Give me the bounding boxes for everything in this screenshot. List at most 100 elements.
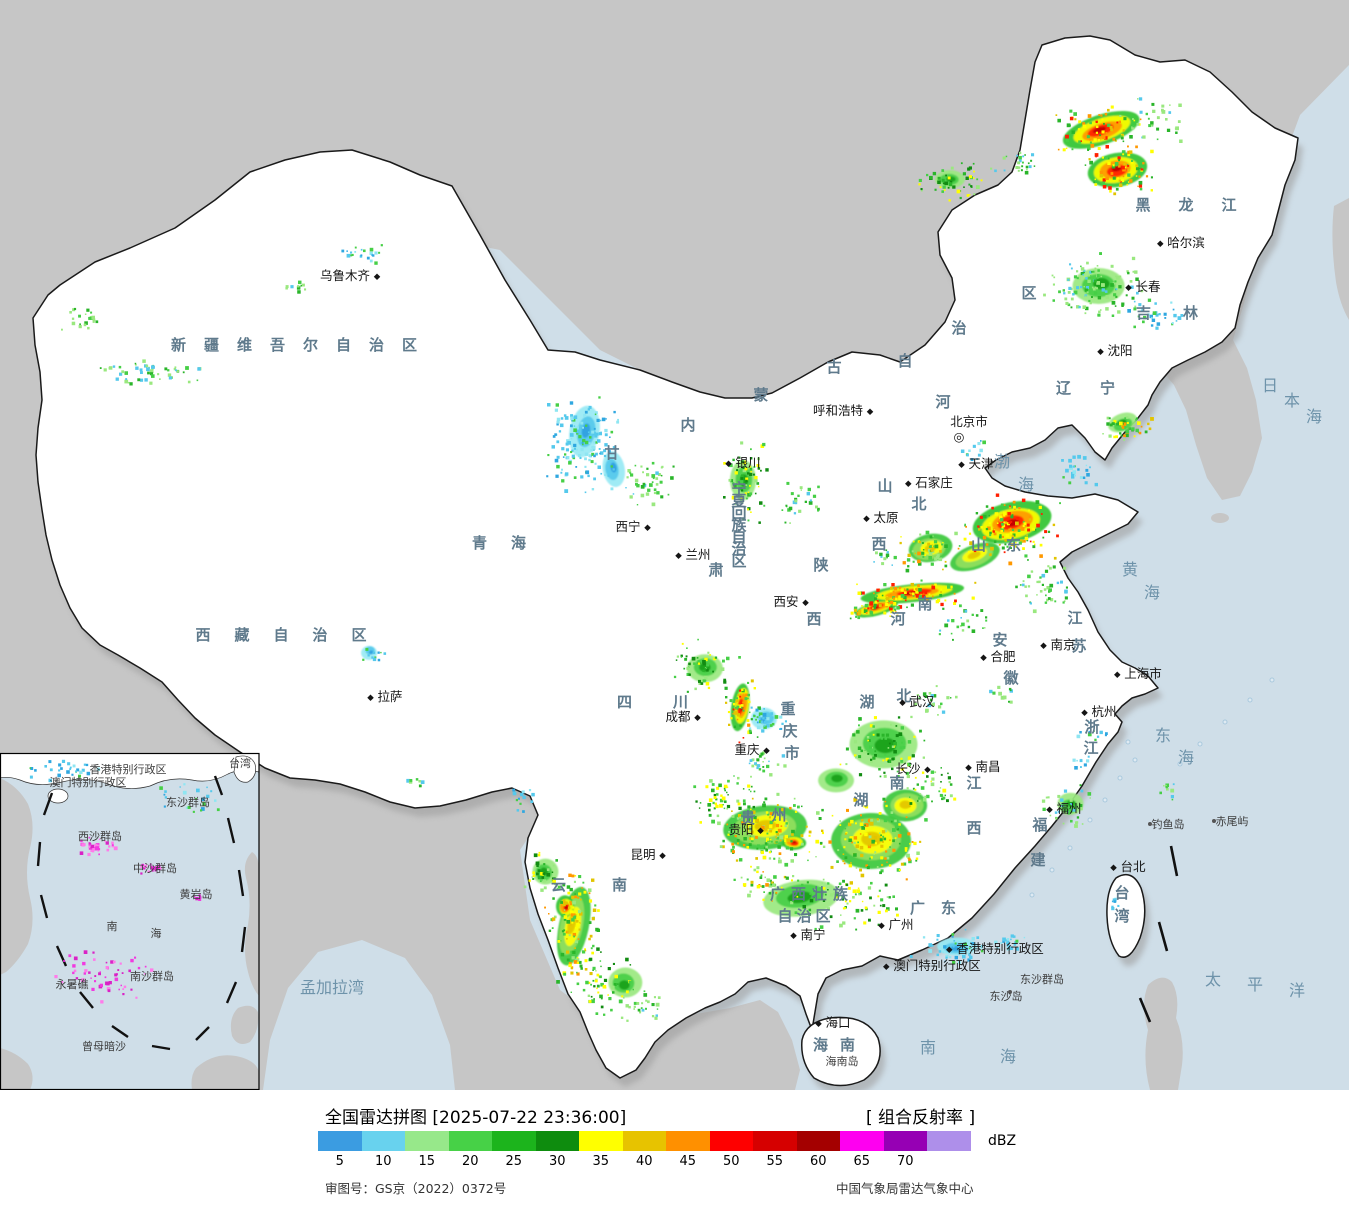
province-label: 陕 [813, 556, 828, 574]
scale-tick: 45 [679, 1154, 697, 1169]
jeju-island [1211, 513, 1229, 523]
province-label: 自治区 [777, 907, 834, 925]
province-label: 西 [966, 819, 981, 837]
legend-panel: 全国雷达拼图 [2025-07-22 23:36:00] [ 组合反射率 ] d… [0, 1090, 1349, 1208]
province-label: 湖 [853, 791, 868, 809]
province-label: 江 [1067, 609, 1082, 627]
province-label: 宁夏回族自治区 [730, 480, 747, 570]
city-marker-icon: ◆ [802, 598, 809, 608]
echo-cell [818, 768, 855, 793]
city-marker-icon: ◆ [367, 693, 374, 703]
scale-box [883, 1131, 927, 1151]
city-label: 长沙 [895, 761, 921, 776]
province-label: 河 [890, 610, 905, 628]
capital-symbol-icon: ◎ [954, 429, 965, 444]
city-marker-icon: ◆ [757, 826, 764, 836]
sea-label: 渤 [994, 452, 1010, 471]
island-label: 赤尾屿 [1216, 815, 1249, 828]
inset-label: 南沙群岛 [130, 969, 174, 983]
city-label: 海口 [825, 1015, 850, 1030]
inset-label: 海 [151, 926, 162, 940]
city-label: 北京市 [950, 414, 988, 429]
city-label: 西宁 [615, 519, 640, 534]
scale-tick: 65 [853, 1154, 871, 1169]
scale-box [622, 1131, 666, 1151]
scale-box [405, 1131, 449, 1151]
province-label: 山 [877, 477, 892, 495]
province-label: 南 [917, 595, 932, 613]
province-label: 广东 [910, 899, 972, 917]
inset-label: 中沙群岛 [133, 861, 177, 875]
city-marker-icon: ◆ [675, 551, 682, 561]
province-label: 河 [935, 393, 950, 411]
inset-label: 永暑礁 [56, 977, 89, 991]
radar-echo-speckles [61, 97, 1184, 1022]
city-marker-icon: ◆ [958, 460, 965, 470]
province-label: 湖 [859, 693, 874, 711]
city-label: 福州 [1056, 801, 1081, 816]
scale-box [318, 1131, 362, 1151]
sea-label: 海 [1018, 475, 1034, 494]
province-label: 庆 [782, 722, 797, 740]
city-marker-icon: ◆ [1157, 239, 1164, 249]
scale-box [666, 1131, 710, 1151]
province-label: 四川 [617, 693, 729, 711]
scale-box [796, 1131, 840, 1151]
scale-box [753, 1131, 797, 1151]
sea-label: 海 [1306, 407, 1322, 426]
approval-number: 审图号：GS京（2022）0372号 [325, 1181, 507, 1196]
scale-box [535, 1131, 579, 1151]
scale-box [448, 1131, 492, 1151]
scale-tick: 30 [548, 1154, 566, 1169]
province-label: 重 [780, 700, 795, 718]
city-label: 杭州 [1091, 704, 1116, 719]
scale-tick: 20 [461, 1154, 479, 1169]
inset-sea [0, 753, 260, 1090]
province-label: 西 [806, 610, 821, 628]
scale-tick: 10 [374, 1154, 392, 1169]
province-label: 广西壮族 [770, 885, 854, 903]
scale-tick: 25 [505, 1154, 523, 1169]
province-label: 西 [871, 535, 886, 553]
city-label: 南京 [1050, 637, 1075, 652]
sea-labels: 渤海黄海东海日本海太平洋南 海孟加拉湾 [300, 376, 1322, 1066]
province-label: 云南 [551, 876, 673, 894]
province-label: 新疆维吾尔自治区 [171, 336, 435, 354]
sea-label: 洋 [1289, 981, 1305, 1000]
nine-dash-line [36, 775, 247, 1051]
scale-box [492, 1131, 536, 1151]
sea-label: 日 [1262, 376, 1278, 395]
city-marker-icon: ◆ [815, 1019, 822, 1029]
province-label: 青海 [472, 534, 550, 552]
city-marker-icon: ◆ [905, 479, 912, 489]
boundary-dashes [1138, 845, 1179, 1023]
city-marker-icon: ◆ [374, 272, 381, 282]
city-label: 南宁 [800, 927, 825, 942]
scale-tick: 70 [896, 1154, 914, 1169]
city-marker-icon: ◆ [899, 698, 906, 708]
scale-tick: 55 [766, 1154, 784, 1169]
dbz-unit: dBZ [988, 1133, 1017, 1149]
city-label: 银川 [735, 455, 760, 470]
city-label: 长春 [1135, 279, 1161, 294]
credit: 中国气象局雷达气象中心 [836, 1181, 974, 1196]
province-label: 南 [889, 774, 904, 792]
inset-label: 曾母暗沙 [82, 1039, 126, 1053]
city-label: 天津 [968, 456, 993, 471]
inset-foreign-land [0, 778, 259, 1090]
inset-label: 黄岩岛 [180, 887, 213, 901]
island-label: 海南岛 [826, 1054, 859, 1068]
city-marker-icon: ◆ [725, 459, 732, 469]
province-label: 江 [966, 774, 981, 792]
city-marker-icon: ◆ [946, 945, 953, 955]
city-marker-icon: ◆ [878, 921, 885, 931]
city-label: 拉萨 [377, 689, 402, 704]
city-marker-icon: ◆ [1114, 670, 1121, 680]
province-label: 贵 [740, 809, 755, 827]
province-label: 徽 [1002, 669, 1019, 687]
inset-hainan [47, 788, 69, 804]
